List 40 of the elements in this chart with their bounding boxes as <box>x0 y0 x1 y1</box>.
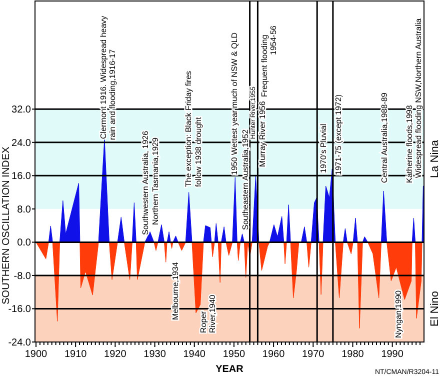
y-tick-label: -8.0 <box>14 270 32 282</box>
x-tick-label: 1910 <box>64 349 88 360</box>
y-tick-label: -24.0 <box>8 338 32 348</box>
x-tick-label: 1970 <box>302 349 325 360</box>
y-tick-label: 32.0 <box>12 104 32 116</box>
annotation: follow 1938 drought <box>194 116 203 187</box>
x-tick-label: 1980 <box>342 349 364 360</box>
annotation: 1954-56 <box>269 25 278 55</box>
x-tick-label: 1930 <box>144 349 166 360</box>
y-tick-label: 8.0 <box>17 204 32 216</box>
annotation: Frequent flooding <box>260 34 269 97</box>
annotation: Clermont 1916. Widespread heavy <box>99 16 108 139</box>
band-label: La Nina <box>429 139 441 178</box>
x-tick-label: 1950 <box>222 349 246 360</box>
x-tick-label: 1940 <box>183 349 206 360</box>
y-tick-label: -16.0 <box>8 304 32 316</box>
annotation: Southeastern Australia,1952 <box>241 128 250 230</box>
annotation: Central Australia,1988-89 <box>380 92 389 183</box>
y-tick-label: 0.0 <box>17 238 32 249</box>
annotation: Widespread flooding NSW,Northern Australia <box>414 18 423 178</box>
annotation: River,1940 <box>208 294 217 333</box>
y-tick-label: 24.0 <box>12 138 32 149</box>
x-tick-label: 1900 <box>24 349 48 360</box>
annotation: Northern Tasmania,1929 <box>151 136 160 225</box>
x-axis-title: YEAR <box>216 364 244 375</box>
annotation: Katherine floods,1998 <box>405 104 414 183</box>
annotation: 1971-75 (except 1972) <box>334 94 343 175</box>
annotation: Nyngan,1990 <box>394 290 403 338</box>
annotation: 1970's Pluvial <box>319 124 328 173</box>
x-tick-label: 1960 <box>262 349 286 360</box>
x-tick-label: 1990 <box>381 349 404 360</box>
x-tick-label: 1920 <box>104 349 127 360</box>
annotation: Roper <box>199 310 208 333</box>
annotation: Melbourne,1934 <box>171 262 180 320</box>
annotation: 1950 Wettest year much of NSW & QLD <box>230 32 239 175</box>
annotation: Southwestern Australia, 1926 <box>141 130 150 235</box>
y-axis-title: SOUTHERN OSCILLATION INDEX <box>1 146 12 304</box>
annotation: rain and flooding,1916-17 <box>108 48 117 140</box>
y-tick-label: 16.0 <box>12 171 32 182</box>
band-label: El Nino <box>429 290 441 326</box>
